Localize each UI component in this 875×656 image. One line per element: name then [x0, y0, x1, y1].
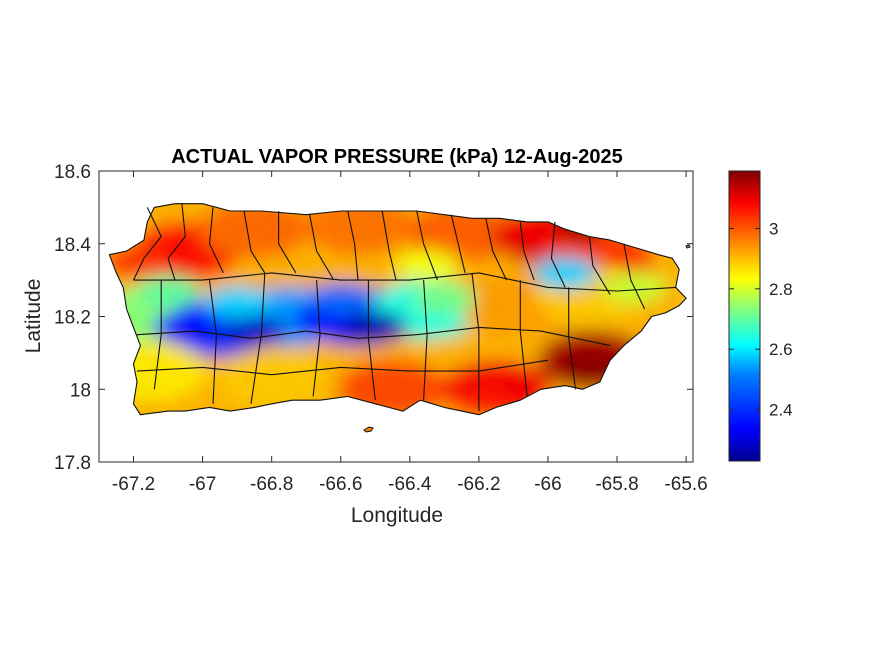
x-tick-label: -65.8	[595, 474, 638, 495]
municipality-boundary	[519, 221, 535, 281]
colorbar-tick-label: 2.4	[769, 401, 793, 420]
municipality-boundary	[588, 236, 611, 295]
x-axis-tick-labels: -67.2 -67 -66.8 -66.6 -66.4 -66.2 -66 -65.8 -65.…	[112, 474, 708, 495]
municipality-boundary	[208, 280, 217, 404]
x-axis-label: Longitude	[351, 504, 443, 527]
municipality-boundary	[450, 214, 466, 274]
colorbar-tick-label: 2.6	[769, 340, 793, 359]
municipality-boundary	[136, 359, 549, 376]
x-tick-label: -65.6	[664, 474, 707, 495]
municipality-boundary	[416, 210, 438, 281]
municipality-boundary	[278, 211, 297, 274]
municipality-boundary	[133, 207, 162, 281]
municipality-boundary	[471, 272, 480, 412]
municipality-boundary	[347, 210, 359, 281]
municipality-boundary	[623, 243, 646, 310]
municipality-boundary	[309, 214, 335, 281]
x-tick-label: -66	[534, 474, 561, 495]
x-axis-ticks	[133, 171, 687, 462]
y-axis-label: Latitude	[22, 279, 45, 354]
municipality-boundary	[167, 203, 186, 281]
municipality-boundary	[568, 287, 577, 390]
x-tick-label: -66.4	[388, 474, 432, 495]
x-tick-label: -66.8	[250, 474, 293, 495]
municipality-boundary	[312, 280, 321, 397]
municipality-boundary	[423, 280, 428, 401]
y-axis-tick-labels: 17.8 18 18.2 18.4 18.6	[54, 162, 91, 474]
y-tick-label: 18	[70, 380, 91, 401]
x-tick-label: -67.2	[112, 474, 155, 495]
municipality-boundaries	[108, 203, 687, 416]
plot-title: ACTUAL VAPOR PRESSURE (kPa) 12-Aug-2025	[171, 146, 623, 168]
y-tick-label: 17.8	[54, 453, 91, 474]
y-axis-ticks	[99, 170, 693, 463]
x-tick-label: -66.6	[319, 474, 362, 495]
east-islet	[685, 244, 691, 249]
municipality-boundary	[250, 272, 266, 404]
caja-de-muertos-islet	[363, 426, 374, 433]
municipality-boundary	[485, 218, 507, 281]
colorbar-tick-label: 3	[769, 219, 778, 238]
y-tick-label: 18.6	[54, 162, 91, 183]
colorbar	[728, 170, 761, 462]
x-tick-label: -67	[189, 474, 216, 495]
municipality-boundary	[367, 280, 376, 401]
offshore-islets	[363, 244, 691, 433]
y-tick-label: 18.2	[54, 308, 91, 329]
municipality-boundary	[208, 207, 224, 274]
island-coastline	[108, 203, 687, 416]
colorbar-tick-label: 2.8	[769, 280, 793, 299]
colorbar-ticks	[729, 227, 760, 411]
municipality-boundary	[550, 221, 566, 288]
x-tick-label: -66.2	[457, 474, 500, 495]
municipality-boundary	[133, 272, 676, 292]
y-tick-label: 18.4	[54, 235, 91, 256]
colorbar-tick-labels: 2.4 2.6 2.8 3	[769, 219, 793, 419]
municipality-boundary	[519, 280, 528, 397]
municipality-boundary	[243, 210, 266, 274]
municipality-boundary	[153, 280, 162, 390]
municipality-boundary	[381, 210, 397, 281]
